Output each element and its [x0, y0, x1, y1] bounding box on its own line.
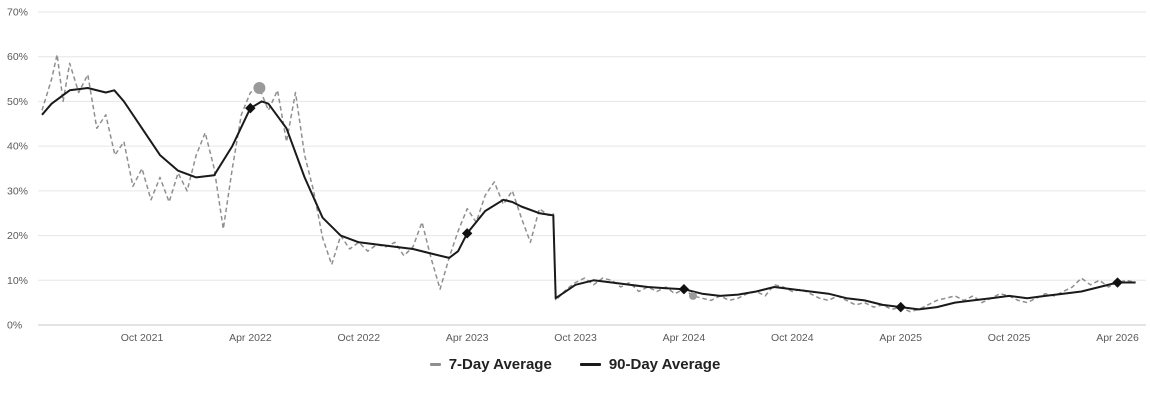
legend-label-90day-average: 90-Day Average [608, 356, 721, 373]
x-tick-label: Apr 2026 [1096, 332, 1139, 344]
legend-item-90day-average[interactable]: 90-Day Average [579, 356, 721, 373]
chart-svg: 0%10%20%30%40%50%60%70%Oct 2021 Apr 2022 O… [7, 7, 1146, 344]
x-tick-label: Oct 2022 [337, 332, 380, 344]
x-tick-label: Apr 2023 [446, 332, 489, 344]
marker-diamond-icon [245, 102, 256, 114]
marker-diamond-icon [895, 301, 906, 313]
marker-diamond-icon [678, 284, 690, 295]
series-line-90-day-average [41, 87, 1136, 311]
solid-line-swatch-icon [579, 363, 601, 366]
x-tick-label: Apr 2022 [229, 332, 272, 344]
legend: 7-Day Average 90-Day Average [0, 356, 1150, 373]
x-tick-label: Oct 2024 [771, 332, 814, 344]
x-tick-label: Apr 2024 [663, 332, 706, 344]
y-axis-labels: 0% 10% 20% 30% 40% 50% 60% 70% [7, 7, 28, 332]
marker-circle-icon [253, 82, 266, 94]
y-tick-label: 40% [7, 141, 28, 153]
y-tick-label: 30% [7, 185, 28, 197]
dashed-line-swatch-icon [429, 363, 441, 366]
marker-circle-icon [689, 291, 697, 300]
y-tick-label: 0% [7, 320, 22, 332]
x-tick-label: Oct 2025 [988, 332, 1031, 344]
x-tick-label: Apr 2025 [879, 332, 922, 344]
marker-diamond-icon [1112, 277, 1123, 288]
y-tick-label: 10% [7, 275, 28, 287]
legend-item-7day-average[interactable]: 7-Day Average [429, 356, 552, 373]
y-tick-label: 20% [7, 230, 28, 242]
series-line-7-day-average [41, 53, 1136, 313]
y-tick-label: 50% [7, 96, 28, 108]
y-tick-label: 70% [7, 7, 28, 19]
x-axis-labels: Oct 2021 Apr 2022 Oct 2022 Apr 2023 Oct 2023… [121, 332, 1139, 344]
legend-label-7day-average: 7-Day Average [448, 356, 552, 373]
grid-lines [38, 11, 1146, 326]
marker-diamond-icon [461, 228, 473, 239]
x-tick-label: Oct 2021 [121, 332, 164, 344]
y-tick-label: 60% [7, 51, 28, 63]
x-tick-label: Oct 2023 [554, 332, 597, 344]
